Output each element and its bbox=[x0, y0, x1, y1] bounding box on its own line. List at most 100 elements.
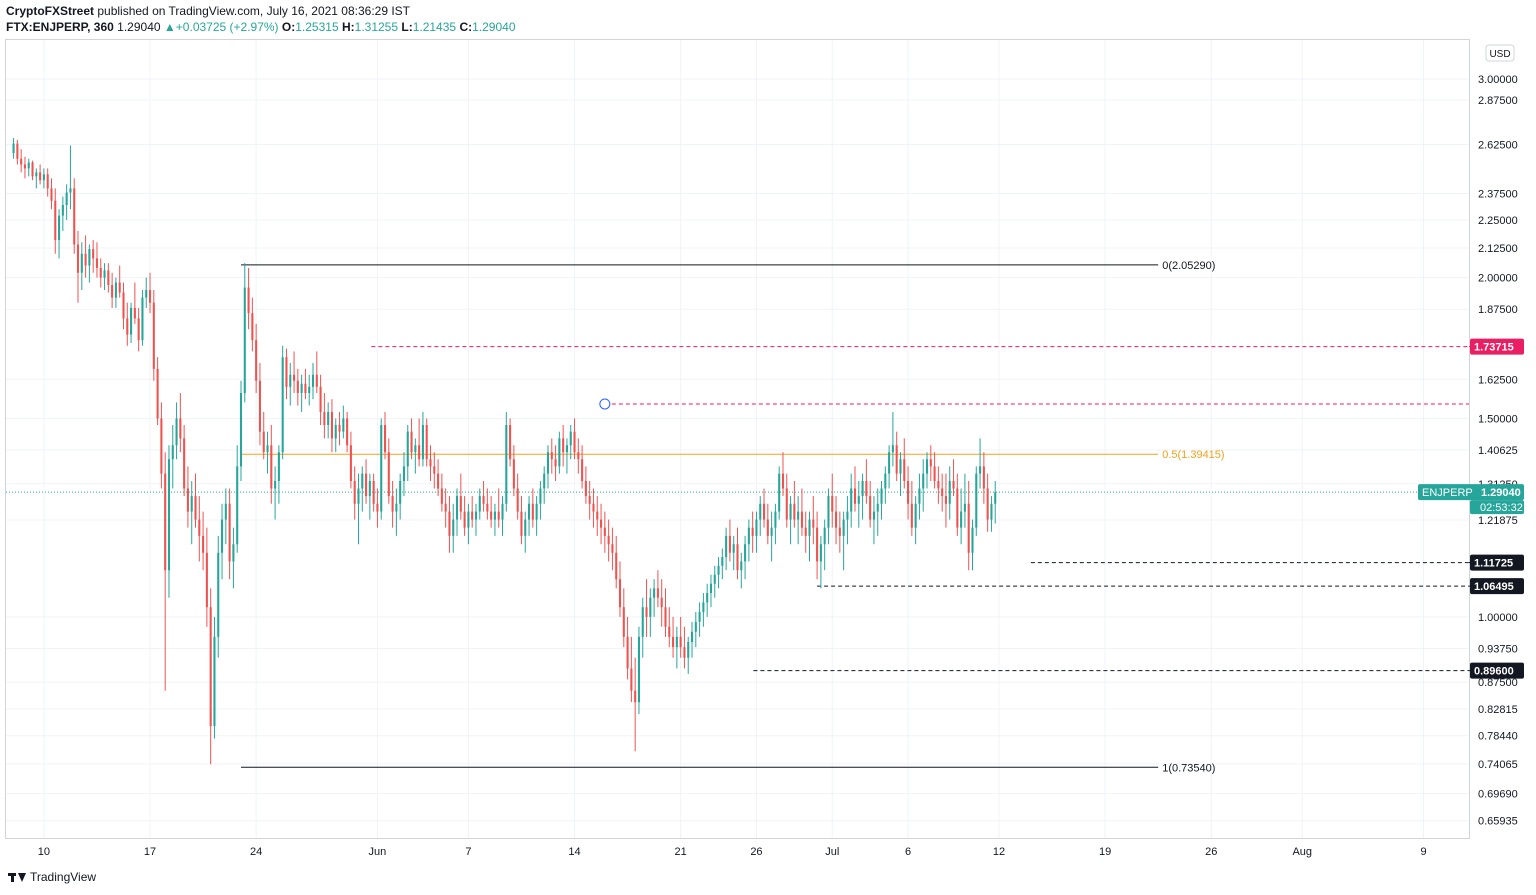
candle-body bbox=[979, 466, 982, 474]
candle-body bbox=[330, 411, 333, 439]
candle-body bbox=[512, 459, 515, 489]
y-tick-label: 2.62500 bbox=[1478, 140, 1518, 152]
candle-body bbox=[338, 425, 341, 432]
x-tick-label: 12 bbox=[993, 846, 1005, 858]
candle-body bbox=[429, 459, 432, 467]
candle-body bbox=[114, 282, 117, 298]
candle-body bbox=[342, 418, 345, 432]
candle-body bbox=[293, 374, 296, 381]
y-tick-label: 1.21875 bbox=[1478, 515, 1518, 527]
candle-body bbox=[486, 503, 489, 512]
candle-body bbox=[933, 466, 936, 481]
candle-body bbox=[20, 158, 23, 165]
symbol-label: FTX:ENJPERP, 360 bbox=[6, 20, 114, 34]
candle-body bbox=[607, 535, 610, 545]
candle-body bbox=[433, 466, 436, 474]
candle-body bbox=[65, 192, 68, 205]
candle-body bbox=[509, 425, 512, 460]
candle-body bbox=[524, 519, 527, 536]
candle-body bbox=[747, 527, 750, 545]
candle-body bbox=[865, 480, 868, 497]
candle-body bbox=[732, 544, 735, 553]
candle-body bbox=[224, 503, 227, 520]
candle-body bbox=[793, 503, 796, 520]
candle-body bbox=[596, 511, 599, 520]
candle-body bbox=[944, 496, 948, 504]
x-tick-label: 21 bbox=[675, 846, 687, 858]
candle-body bbox=[967, 503, 970, 553]
candle-body bbox=[986, 488, 989, 520]
candle-body bbox=[713, 574, 716, 584]
candle-body bbox=[266, 445, 269, 453]
candle-body bbox=[558, 438, 561, 467]
candle-body bbox=[156, 368, 159, 419]
price-level-badge-text: 1.11725 bbox=[1474, 558, 1513, 570]
candle-body bbox=[16, 143, 19, 159]
candle-body bbox=[467, 511, 470, 528]
candle-body bbox=[300, 383, 303, 394]
candle-body bbox=[554, 459, 557, 467]
candle-body bbox=[130, 307, 133, 335]
candle-body bbox=[418, 445, 421, 460]
anchor-marker bbox=[599, 398, 611, 410]
candle-body bbox=[490, 511, 493, 520]
candle-body bbox=[213, 636, 216, 727]
candle-body bbox=[615, 552, 618, 580]
candle-body bbox=[675, 636, 678, 648]
candle-body bbox=[869, 496, 872, 520]
candle-body bbox=[474, 511, 478, 520]
y-tick-label: 0.87500 bbox=[1478, 677, 1518, 689]
candle-body bbox=[853, 488, 857, 504]
candle-body bbox=[960, 511, 963, 528]
x-tick-label: 17 bbox=[144, 846, 156, 858]
candle-body bbox=[683, 647, 686, 658]
plot-area[interactable] bbox=[5, 39, 1470, 839]
candle-body bbox=[687, 641, 690, 658]
candle-body bbox=[941, 488, 944, 497]
candle-body bbox=[516, 488, 519, 512]
footer: TradingView bbox=[8, 870, 96, 884]
candle-body bbox=[145, 290, 148, 298]
candle-body bbox=[357, 488, 360, 504]
y-tick-label: 1.62500 bbox=[1478, 374, 1518, 386]
publisher-name: CryptoFXStreet bbox=[6, 4, 95, 18]
candle-body bbox=[353, 480, 356, 504]
y-tick-label: 2.87500 bbox=[1478, 95, 1518, 107]
x-tick-label: 26 bbox=[750, 846, 762, 858]
candle-body bbox=[630, 668, 633, 691]
y-tick-label: 0.65935 bbox=[1478, 816, 1518, 828]
candle-body bbox=[368, 480, 371, 497]
candle-body bbox=[797, 511, 800, 520]
publish-info: published on TradingView.com, July 16, 2… bbox=[97, 4, 411, 18]
candle-body bbox=[816, 527, 819, 562]
high-label: H: bbox=[341, 20, 355, 34]
candle-body bbox=[35, 172, 38, 177]
candle-body bbox=[649, 597, 652, 617]
candle-body bbox=[937, 480, 940, 489]
currency-badge bbox=[1485, 44, 1515, 62]
candle-body bbox=[929, 459, 932, 467]
candle-body bbox=[637, 636, 640, 703]
candle-body bbox=[103, 270, 106, 278]
y-tick-label: 0.82815 bbox=[1478, 704, 1518, 716]
symbol-badge-value: 1.29040 bbox=[1481, 487, 1521, 499]
candle-body bbox=[217, 552, 220, 637]
candle-body bbox=[774, 511, 777, 528]
candle-body bbox=[255, 340, 258, 381]
candle-body bbox=[111, 285, 114, 298]
countdown-badge bbox=[1470, 500, 1524, 515]
y-tick-label: 2.00000 bbox=[1478, 273, 1518, 285]
candle-body bbox=[755, 519, 758, 536]
candle-body bbox=[141, 297, 144, 341]
y-tick-label: 2.37500 bbox=[1478, 189, 1518, 201]
candle-body bbox=[95, 258, 99, 268]
candle-body bbox=[778, 473, 781, 512]
close-label: C: bbox=[459, 20, 473, 34]
candle-body bbox=[990, 503, 993, 520]
candle-body bbox=[994, 492, 997, 504]
candle-body bbox=[656, 588, 659, 598]
candle-body bbox=[262, 431, 265, 453]
candle-body bbox=[437, 473, 440, 489]
last-price: 1.29040 bbox=[117, 20, 161, 34]
